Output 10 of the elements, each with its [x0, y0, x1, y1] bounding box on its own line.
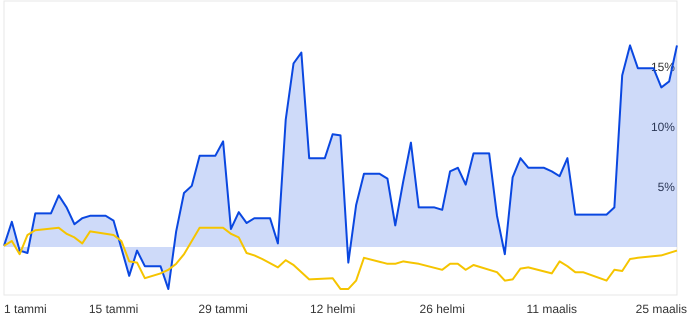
x-tick-label: 15 tammi [88, 302, 138, 316]
line-series [3, 226, 678, 290]
x-tick-label: 29 tammi [198, 302, 248, 316]
x-tick-label: 12 helmi [310, 302, 356, 316]
x-tick-label: 26 helmi [420, 302, 465, 316]
x-tick-label: 1 tammi [4, 302, 47, 316]
x-tick-label: 11 maalis [526, 302, 577, 316]
y-tick-label: 5% [658, 180, 676, 194]
x-tick-label: 25 maalis [636, 302, 687, 316]
y-tick-label: 10% [650, 120, 676, 134]
